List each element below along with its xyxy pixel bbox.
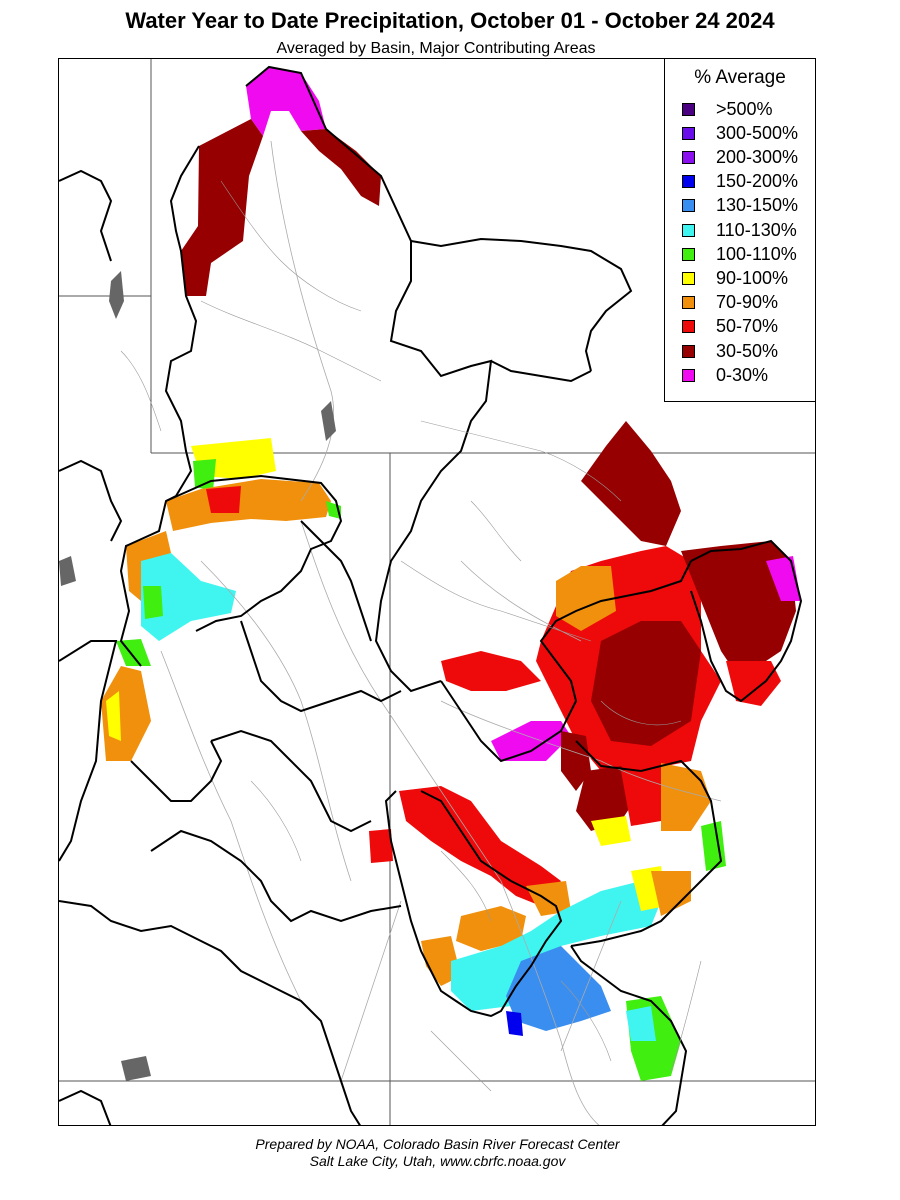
area-30-50-northeast <box>301 129 381 206</box>
map-title: Water Year to Date Precipitation, Octobe… <box>125 8 775 33</box>
legend-swatch <box>682 296 695 310</box>
legend-item: 200-300% <box>682 146 798 168</box>
area-110-130-southtip <box>626 1006 656 1041</box>
area-100-110-upper <box>193 459 216 491</box>
legend-label: 200-300% <box>716 146 799 167</box>
legend-swatch <box>682 199 695 213</box>
legend-item: 50-70% <box>682 316 778 338</box>
area-70-90-south4 <box>651 871 691 916</box>
area-150-200-south <box>506 1011 523 1036</box>
area-90-100-south <box>591 816 631 846</box>
legend-swatch <box>682 175 695 189</box>
legend-item: 150-200% <box>682 171 798 193</box>
footer-line-2: Salt Lake City, Utah, www.cbrfc.noaa.gov <box>309 1153 566 1169</box>
legend-swatch <box>682 126 695 140</box>
precipitation-areas <box>101 67 801 1081</box>
area-70-90-southeast <box>661 763 711 831</box>
legend-label: 90-100% <box>716 267 789 288</box>
footer-line-1: Prepared by NOAA, Colorado Basin River F… <box>255 1136 620 1152</box>
legend-label: 100-110% <box>716 243 797 264</box>
area-30-50-farEast <box>681 541 796 681</box>
legend: % Average >500% 300-500% 200-300% 150-200% 1… <box>664 58 816 402</box>
legend-label: 50-70% <box>716 316 779 337</box>
area-70-90-south3 <box>526 881 571 916</box>
legend-label: 130-150% <box>716 195 799 216</box>
basin-map-graphic <box>59 59 815 1125</box>
legend-swatch <box>682 320 695 334</box>
legend-swatch <box>682 223 695 237</box>
legend-label: >500% <box>716 98 773 119</box>
area-30-50-north <box>181 119 263 296</box>
area-50-70-center <box>441 651 541 691</box>
legend-swatch <box>682 150 695 164</box>
legend-label: 300-500% <box>716 122 799 143</box>
legend-item: >500% <box>682 98 773 120</box>
area-50-70-southwest-bit <box>369 829 393 863</box>
legend-item: 30-50% <box>682 340 778 362</box>
legend-label: 70-90% <box>716 292 779 313</box>
area-30-50-east <box>581 421 681 546</box>
area-110-130-south <box>451 881 661 1011</box>
legend-item: 300-500% <box>682 122 798 144</box>
legend-swatch <box>682 271 695 285</box>
area-70-90-center <box>556 566 616 631</box>
legend-swatch <box>682 344 695 358</box>
area-0-30-center <box>491 721 571 761</box>
footer-credit: Prepared by NOAA, Colorado Basin River F… <box>0 1136 875 1170</box>
map-subtitle: Averaged by Basin, Major Contributing Ar… <box>276 40 596 57</box>
legend-item: 110-130% <box>682 219 797 241</box>
legend-label: 0-30% <box>716 364 769 385</box>
area-70-90-south <box>456 906 526 951</box>
legend-label: 30-50% <box>716 340 779 361</box>
legend-label: 110-130% <box>716 219 797 240</box>
legend-item: 100-110% <box>682 243 797 265</box>
lakes <box>59 271 336 1081</box>
legend-item: 0-30% <box>682 364 768 386</box>
area-50-70-southband <box>399 786 561 906</box>
legend-title: % Average <box>694 67 786 88</box>
area-100-110-west <box>143 586 163 619</box>
area-110-130-west <box>141 553 236 641</box>
legend-item: 90-100% <box>682 267 788 289</box>
legend-item: 70-90% <box>682 292 778 314</box>
area-90-100-southwest <box>106 691 121 741</box>
area-100-110-west2 <box>116 639 151 666</box>
area-50-70-southeast <box>726 661 781 706</box>
legend-label: 150-200% <box>716 171 799 192</box>
basin-boundaries <box>59 65 803 1125</box>
legend-swatch <box>682 368 695 382</box>
legend-swatch <box>682 247 695 261</box>
area-50-70-band <box>206 486 241 513</box>
area-30-50-center <box>561 731 591 791</box>
area-70-90-band <box>166 479 331 531</box>
area-100-110-southeast <box>701 821 726 871</box>
legend-item: 130-150% <box>682 195 798 217</box>
legend-swatch <box>682 102 695 116</box>
sub-basin-lines <box>120 180 702 1092</box>
rivers <box>160 140 722 1125</box>
